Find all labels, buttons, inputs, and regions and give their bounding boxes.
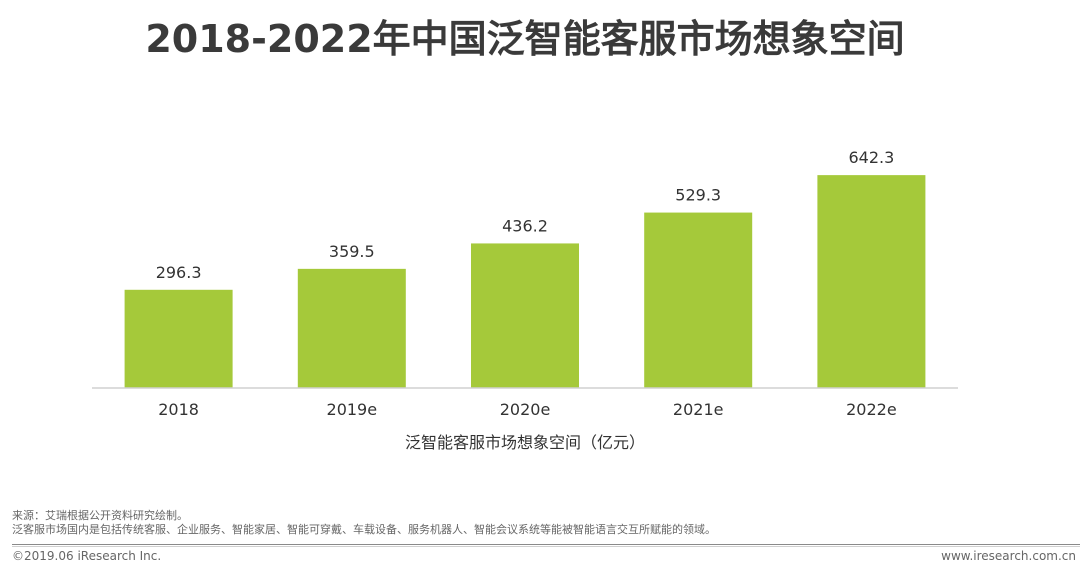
x-tick-label-2018: 2018 <box>158 400 199 419</box>
x-tick-label-2019e: 2019e <box>327 400 378 419</box>
data-label-2020e: 436.2 <box>502 216 548 235</box>
bar-chart: 296.3 2018 359.5 2019e 436.2 2020e 529.3 2021e 6… <box>92 148 958 452</box>
footer-divider-secondary <box>12 546 1080 547</box>
x-tick-label-2020e: 2020e <box>500 400 551 419</box>
bar-2021e <box>644 212 753 388</box>
x-tick-label-2021e: 2021e <box>673 400 724 419</box>
x-axis-label: 泛智能客服市场想象空间（亿元） <box>405 433 645 452</box>
source-line-2: 泛客服市场国内是包括传统客服、企业服务、智能家居、智能可穿戴、车载设备、服务机器… <box>12 523 716 536</box>
bar-2018 <box>124 289 233 388</box>
copyright-text: ©2019.06 iResearch Inc. <box>12 549 162 563</box>
source-line-1: 来源：艾瑞根据公开资料研究绘制。 <box>12 509 188 522</box>
x-tick-label-2022e: 2022e <box>846 400 897 419</box>
data-label-2019e: 359.5 <box>329 242 375 261</box>
footer-divider <box>12 544 1080 545</box>
bar-2019e <box>297 268 406 388</box>
bar-2020e <box>471 243 579 388</box>
data-label-2018: 296.3 <box>156 263 202 282</box>
bar-2022e <box>817 175 926 388</box>
chart-title: 2018-2022年中国泛智能客服市场想象空间 <box>145 17 905 61</box>
data-label-2022e: 642.3 <box>848 148 894 167</box>
source-note: 来源：艾瑞根据公开资料研究绘制。 泛客服市场国内是包括传统客服、企业服务、智能家… <box>12 509 716 537</box>
website-link[interactable]: www.iresearch.com.cn <box>941 549 1076 563</box>
data-label-2021e: 529.3 <box>675 186 721 205</box>
